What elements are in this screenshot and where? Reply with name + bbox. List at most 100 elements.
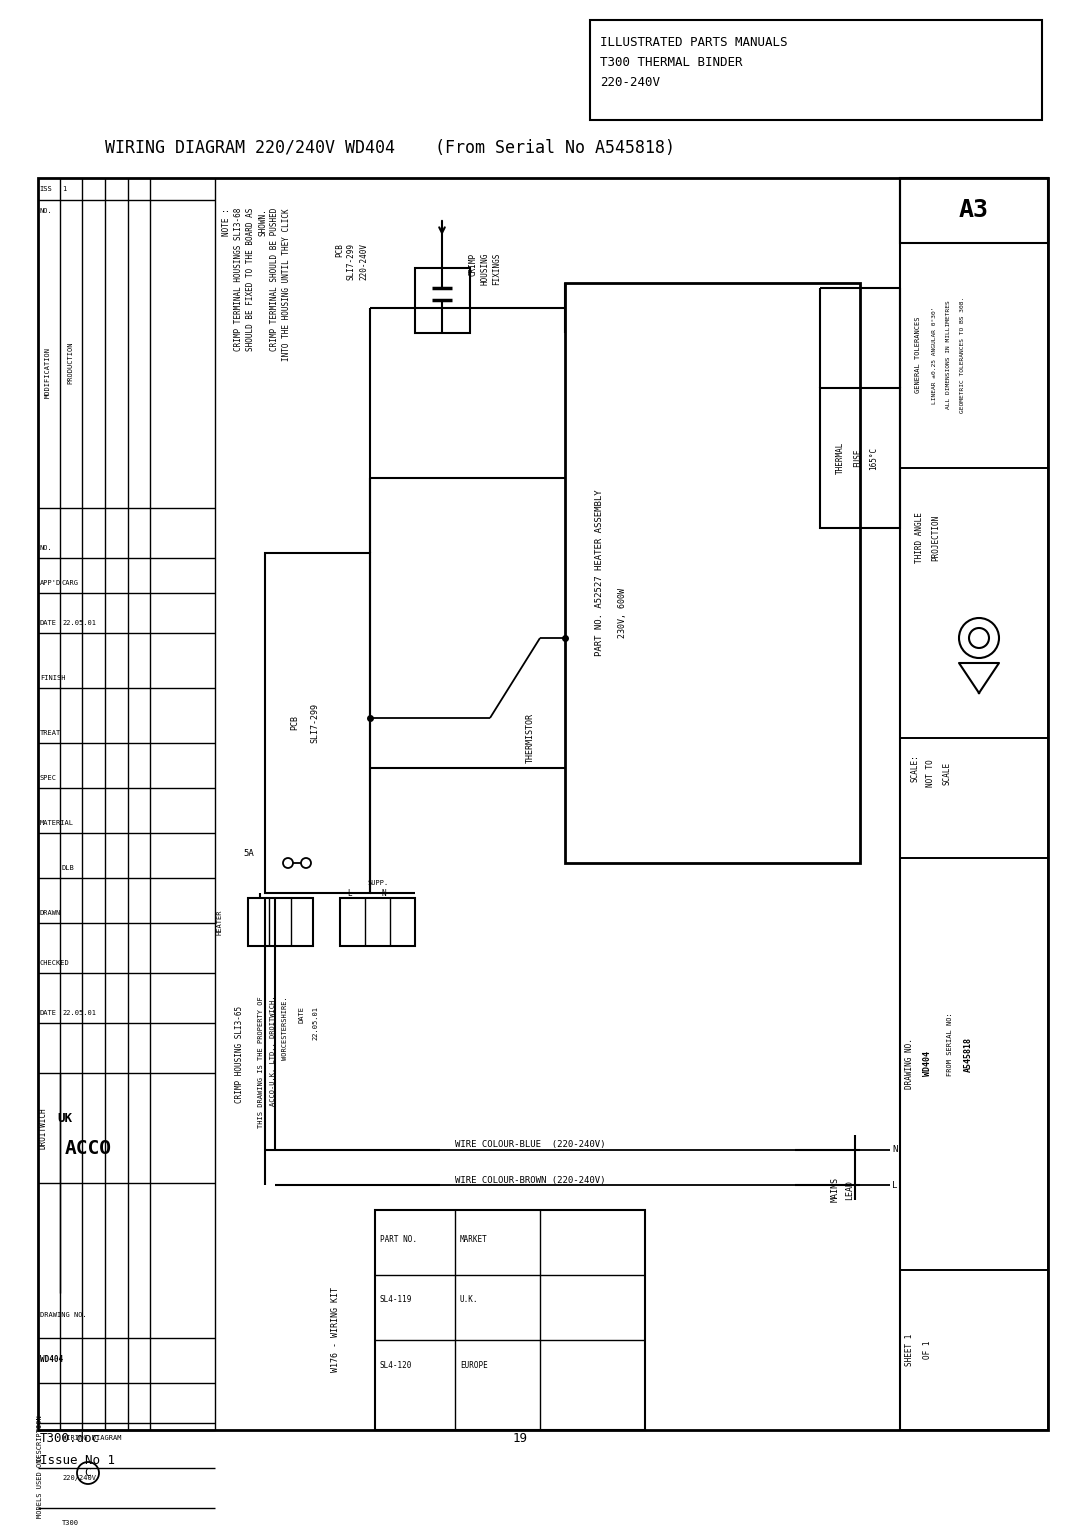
Text: PART NO.: PART NO.: [380, 1236, 417, 1244]
Text: ILLUSTRATED PARTS MANUALS: ILLUSTRATED PARTS MANUALS: [600, 35, 787, 49]
Text: CRIMP: CRIMP: [468, 254, 477, 277]
Bar: [340, 898, 415, 946]
Text: 5A: 5A: [243, 848, 254, 857]
Text: MARKET: MARKET: [460, 1236, 488, 1244]
Text: NO.: NO.: [39, 208, 52, 214]
Text: SCALE:: SCALE:: [910, 755, 919, 782]
Text: ALL DIMENSIONS IN MILLIMETRES: ALL DIMENSIONS IN MILLIMETRES: [945, 301, 950, 410]
Text: GEOMETRIC TOLERANCES TO BS 308.: GEOMETRIC TOLERANCES TO BS 308.: [959, 296, 964, 413]
Text: 22.05.01: 22.05.01: [62, 1010, 96, 1016]
Text: T300 THERMAL BINDER: T300 THERMAL BINDER: [600, 55, 743, 69]
Text: FROM SERIAL NO:: FROM SERIAL NO:: [947, 1012, 953, 1076]
Text: SHEET 1: SHEET 1: [905, 1334, 915, 1366]
Bar: [900, 177, 1048, 243]
Text: MODIFICATION: MODIFICATION: [45, 347, 51, 399]
Text: MODELS USED ON: MODELS USED ON: [37, 1458, 43, 1517]
Text: PART NO. A52527 HEATER ASSEMBLY: PART NO. A52527 HEATER ASSEMBLY: [595, 489, 605, 657]
Text: 230V, 600W: 230V, 600W: [619, 588, 627, 639]
Bar: [900, 1270, 1048, 1430]
Text: A3: A3: [959, 199, 989, 222]
Text: 19: 19: [513, 1432, 527, 1444]
Text: Issue No 1: Issue No 1: [40, 1453, 114, 1467]
Bar: [248, 898, 313, 946]
Text: T300: T300: [62, 1520, 79, 1526]
Text: NOTE :: NOTE :: [222, 208, 231, 235]
Text: THERMAL: THERMAL: [836, 442, 845, 474]
Bar: [415, 267, 470, 333]
Text: ISS: ISS: [39, 186, 52, 193]
Text: THIS DRAWING IS THE PROPERTY OF: THIS DRAWING IS THE PROPERTY OF: [258, 996, 264, 1128]
Text: A545818: A545818: [963, 1036, 972, 1071]
Text: CRIMP TERMINAL HOUSINGS SLI3-68: CRIMP TERMINAL HOUSINGS SLI3-68: [234, 208, 243, 351]
Text: T300.doc: T300.doc: [40, 1432, 100, 1444]
Text: SHOULD BE FIXED TO THE BOARD AS: SHOULD BE FIXED TO THE BOARD AS: [246, 208, 255, 351]
Text: INTO THE HOUSING UNTIL THEY CLICK: INTO THE HOUSING UNTIL THEY CLICK: [282, 208, 291, 361]
Text: SL4-120: SL4-120: [380, 1360, 413, 1369]
Text: NOT TO: NOT TO: [926, 759, 935, 787]
Bar: [38, 177, 1048, 1430]
Text: CRIMP TERMINAL SHOULD BE PUSHED: CRIMP TERMINAL SHOULD BE PUSHED: [270, 208, 279, 351]
Text: DROITWICH: DROITWICH: [39, 1108, 48, 1149]
Text: FUSE: FUSE: [853, 449, 863, 468]
Text: DATE: DATE: [299, 1005, 305, 1024]
Text: SLI7-299: SLI7-299: [311, 703, 320, 743]
Text: WIRING DIAGRAM: WIRING DIAGRAM: [62, 1435, 121, 1441]
Text: ACCO-U.K. LTD., DROITWICH,: ACCO-U.K. LTD., DROITWICH,: [270, 996, 276, 1106]
Text: N: N: [382, 888, 387, 897]
Bar: [375, 1210, 645, 1430]
Text: WD404: WD404: [923, 1051, 932, 1077]
Text: CHECKED: CHECKED: [40, 960, 70, 966]
Text: L: L: [892, 1181, 897, 1189]
Text: WORCESTERSHIRE.: WORCESTERSHIRE.: [282, 996, 288, 1060]
Text: 165°C: 165°C: [869, 446, 878, 469]
Text: CRIMP HOUSING SLI3-65: CRIMP HOUSING SLI3-65: [235, 1005, 244, 1103]
Text: ACCO: ACCO: [65, 1138, 112, 1158]
Text: PRODUCTION: PRODUCTION: [67, 342, 73, 384]
Text: N: N: [892, 1146, 897, 1155]
Text: DRAWING NO.: DRAWING NO.: [40, 1313, 86, 1319]
Bar: [900, 859, 1048, 1270]
Text: DRAWING NO.: DRAWING NO.: [905, 1039, 915, 1089]
Text: 22.05.01: 22.05.01: [62, 620, 96, 626]
Text: SHOWN.: SHOWN.: [258, 208, 267, 235]
Text: FINISH: FINISH: [40, 675, 66, 681]
Text: PCB: PCB: [291, 715, 299, 730]
Text: LINEAR ±0.25 ANGULAR 0°30': LINEAR ±0.25 ANGULAR 0°30': [931, 306, 936, 403]
Text: FIXINGS: FIXINGS: [492, 254, 501, 286]
Text: DATE: DATE: [40, 620, 57, 626]
Bar: [590, 20, 1042, 121]
Text: L: L: [347, 888, 352, 897]
Text: SLI7-299: SLI7-299: [347, 243, 356, 280]
Text: MATERIAL: MATERIAL: [40, 821, 75, 827]
Text: 220/240V: 220/240V: [62, 1475, 96, 1481]
Text: C: C: [84, 1468, 92, 1478]
Text: WD404: WD404: [40, 1355, 63, 1365]
Text: WIRE COLOUR-BROWN (220-240V): WIRE COLOUR-BROWN (220-240V): [455, 1175, 606, 1184]
Bar: [265, 553, 370, 892]
Text: U.K.: U.K.: [460, 1296, 478, 1305]
Text: SUPP.: SUPP.: [367, 880, 388, 886]
Text: W176 - WIRING KIT: W176 - WIRING KIT: [330, 1288, 339, 1372]
Text: 220-240V: 220-240V: [600, 75, 660, 89]
Text: 1: 1: [62, 186, 66, 193]
Text: NO.: NO.: [40, 545, 53, 552]
Text: DRAWN: DRAWN: [40, 911, 62, 915]
Text: PCB: PCB: [335, 243, 345, 257]
Text: DLB: DLB: [62, 865, 75, 871]
Text: DESCRIPTION: DESCRIPTION: [37, 1415, 43, 1461]
Text: TREAT: TREAT: [40, 730, 62, 736]
Text: HOUSING: HOUSING: [480, 254, 489, 286]
Text: EUROPE: EUROPE: [460, 1360, 488, 1369]
Text: 22.05.01: 22.05.01: [312, 1005, 318, 1041]
Text: LEAD: LEAD: [846, 1180, 854, 1199]
Text: HEATER: HEATER: [217, 909, 222, 935]
Text: MAINS: MAINS: [831, 1178, 839, 1203]
Text: WIRE COLOUR-BLUE  (220-240V): WIRE COLOUR-BLUE (220-240V): [455, 1140, 606, 1149]
Text: GENERAL TOLERANCES: GENERAL TOLERANCES: [915, 316, 921, 393]
Bar: [900, 243, 1048, 468]
Text: UK: UK: [57, 1111, 72, 1125]
Text: WIRING DIAGRAM 220/240V WD404    (From Serial No A545818): WIRING DIAGRAM 220/240V WD404 (From Seri…: [105, 139, 675, 157]
Text: THERMISTOR: THERMISTOR: [526, 714, 535, 762]
Text: 220-240V: 220-240V: [359, 243, 368, 280]
Text: APP'D: APP'D: [40, 581, 62, 587]
